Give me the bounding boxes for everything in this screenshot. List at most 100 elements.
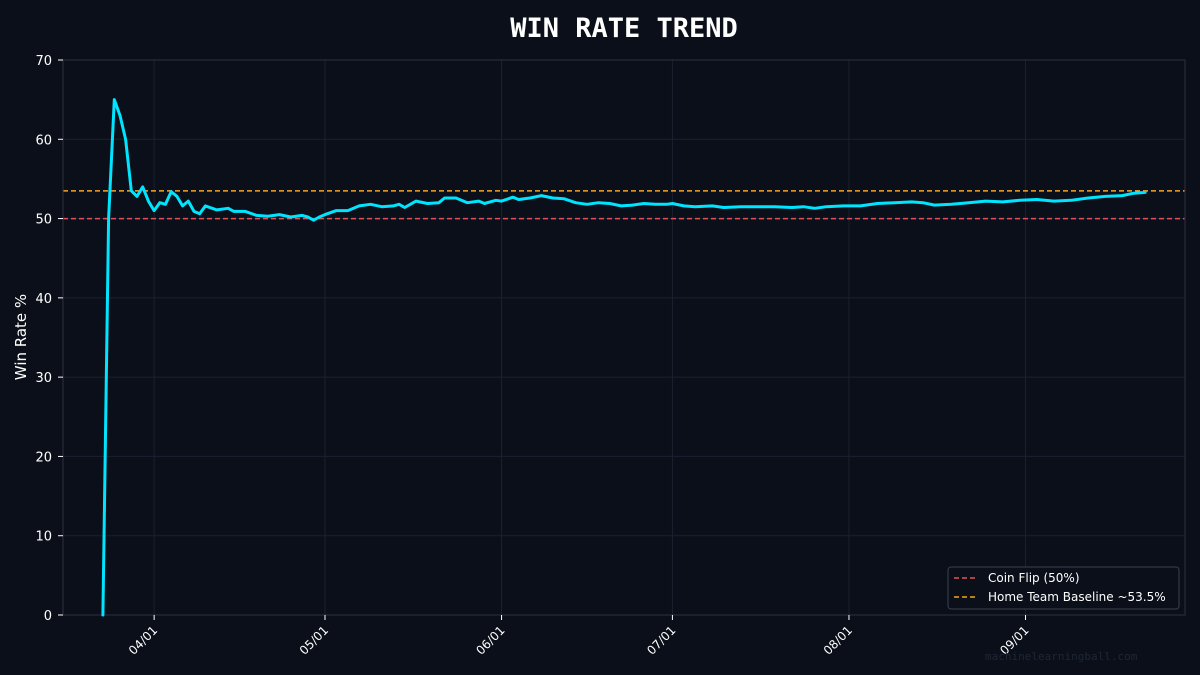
data-point: [1121, 194, 1124, 197]
data-point: [113, 98, 116, 101]
data-point: [255, 214, 258, 217]
data-point: [135, 195, 139, 198]
grid: [63, 59, 1185, 616]
data-point: [494, 199, 498, 202]
data-point: [170, 190, 173, 193]
data-point: [369, 203, 372, 206]
chart-title: WIN RATE TREND: [510, 13, 738, 44]
data-point: [226, 207, 230, 210]
data-point: [318, 215, 321, 219]
data-point: [164, 203, 167, 206]
data-point: [876, 202, 879, 205]
data-point: [414, 199, 418, 203]
data-point: [107, 217, 110, 220]
data-point: [312, 218, 315, 222]
data-point: [466, 201, 469, 204]
data-point: [152, 209, 156, 212]
y-axis-label: Win Rate %: [12, 294, 30, 380]
data-point: [141, 185, 144, 189]
y-tick-label: 30: [35, 371, 52, 386]
data-point: [693, 205, 697, 208]
data-point: [1086, 196, 1090, 200]
data-point: [790, 206, 794, 209]
data-point: [1035, 198, 1039, 201]
legend-label: Home Team Baseline ~53.5%: [988, 590, 1166, 604]
data-point: [198, 212, 201, 216]
data-point: [346, 209, 349, 212]
data-point: [1001, 200, 1004, 204]
data-point: [608, 202, 611, 205]
data-point: [357, 204, 361, 208]
y-tick-label: 70: [35, 54, 52, 69]
data-point: [597, 201, 600, 204]
x-tick-label: 08/01: [821, 623, 855, 657]
plot-frame: [62, 59, 1186, 616]
data-point: [654, 203, 657, 206]
data-point: [910, 200, 913, 204]
data-point: [301, 214, 304, 217]
data-point: [278, 213, 281, 216]
data-point: [403, 206, 406, 209]
y-tick-label: 50: [35, 213, 52, 228]
data-point: [306, 215, 310, 219]
series: [101, 98, 1147, 617]
data-point: [483, 202, 486, 205]
data-point: [893, 201, 896, 204]
data-point: [289, 215, 293, 219]
x-tick-label: 07/01: [644, 623, 678, 657]
data-point: [232, 210, 236, 213]
data-point: [551, 196, 555, 200]
data-point: [739, 205, 742, 208]
data-point: [722, 206, 725, 209]
data-point: [511, 195, 515, 199]
data-point: [574, 201, 577, 204]
data-point: [1069, 199, 1073, 202]
data-point: [1132, 192, 1135, 195]
data-point: [147, 199, 150, 203]
data-point: [540, 194, 543, 197]
data-point: [392, 204, 395, 208]
y-tick-label: 10: [35, 530, 52, 545]
legend: Coin Flip (50%) Home Team Baseline ~53.5%: [947, 566, 1180, 610]
data-point: [175, 195, 179, 198]
data-point: [631, 203, 634, 207]
data-point: [859, 204, 862, 208]
data-point: [984, 199, 987, 203]
x-tick-label: 06/01: [473, 623, 507, 657]
data-point: [756, 205, 760, 208]
data-point: [1104, 195, 1107, 198]
watermark: machinelearningball.com: [985, 650, 1138, 663]
y-tick-label: 0: [44, 609, 52, 624]
data-point: [443, 196, 446, 200]
data-point: [671, 202, 674, 205]
data-point: [1143, 191, 1147, 194]
data-point: [335, 209, 338, 212]
data-point: [500, 199, 503, 203]
data-point: [842, 204, 845, 208]
data-point: [585, 203, 589, 206]
data-point: [187, 199, 190, 203]
data-point: [158, 201, 162, 204]
data-point: [967, 201, 970, 204]
y-tick-label: 20: [35, 450, 52, 465]
data-point: [802, 205, 805, 208]
legend-label: Coin Flip (50%): [988, 571, 1080, 585]
x-tick-label: 04/01: [126, 623, 160, 657]
y-tick-label: 60: [35, 133, 52, 148]
data-point: [380, 205, 384, 208]
data-point: [181, 204, 184, 208]
data-point: [397, 203, 401, 206]
data-point: [1018, 199, 1022, 202]
data-point: [437, 201, 441, 204]
series-line: [101, 98, 1147, 617]
data-point: [528, 196, 532, 200]
data-point: [642, 202, 646, 205]
data-point: [665, 203, 668, 206]
data-point: [711, 204, 714, 208]
data-point: [192, 210, 196, 213]
data-point: [824, 205, 828, 208]
x-tick-label: 05/01: [297, 623, 331, 657]
data-point: [562, 197, 566, 200]
data-point: [933, 203, 936, 207]
